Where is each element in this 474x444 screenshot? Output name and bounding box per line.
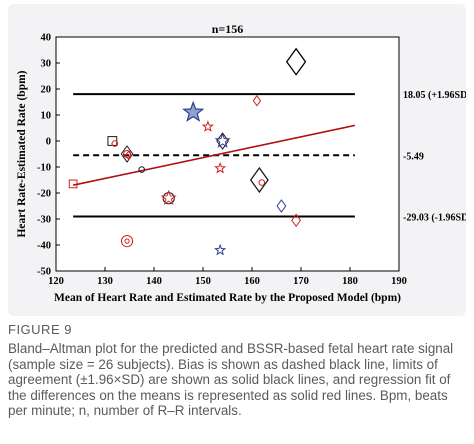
x-tick-label: 160 <box>244 276 260 287</box>
y-axis-label: Heart Rate-Estimated Rate (bpm) <box>16 70 28 237</box>
data-point-diamond <box>276 199 287 213</box>
data-point-circle <box>258 179 266 186</box>
y-tick-label: -50 <box>37 267 51 278</box>
data-point-circle <box>138 166 146 173</box>
plot-panel: 120 130 140 150 160 170 180 190 -50 -40 -30 -20 -10 0… <box>8 4 466 316</box>
data-point-diamond <box>125 150 133 161</box>
data-point-diamond <box>291 213 302 228</box>
y-tick-label: -10 <box>37 163 51 174</box>
plot-frame <box>55 36 400 272</box>
data-point-star <box>214 243 227 256</box>
figure-caption: FIGURE 9 Bland–Altman plot for the predi… <box>8 322 468 419</box>
chart-title: n=156 <box>212 22 244 36</box>
x-tick-label: 170 <box>293 276 309 287</box>
data-point-star <box>160 189 177 206</box>
reference-line-label: -5.49 <box>403 151 424 162</box>
y-tick-label: 30 <box>41 59 52 70</box>
reference-line-label: 18.05 (+1.96SD) <box>403 90 466 101</box>
x-tick-label: 120 <box>48 276 64 287</box>
x-tick-label: 130 <box>97 276 113 287</box>
data-point-diamond <box>120 145 134 163</box>
data-point-diamond <box>285 47 307 76</box>
figure-label: FIGURE 9 <box>8 322 72 337</box>
data-point-star <box>182 100 205 122</box>
plot-area <box>56 37 399 271</box>
x-axis-label: Mean of Heart Rate and Estimated Rate by… <box>54 292 401 304</box>
data-point-star <box>201 120 215 132</box>
data-point-circle <box>111 140 119 147</box>
x-tick-label: 150 <box>195 276 211 287</box>
x-tick-label: 140 <box>146 276 162 287</box>
y-tick-label: 10 <box>41 111 52 122</box>
y-tick-label: -20 <box>37 189 51 200</box>
caption-text: Bland–Altman plot for the predicted and … <box>8 341 454 419</box>
data-point-star <box>214 132 231 148</box>
regression-line <box>72 124 356 186</box>
y-tick-label: 40 <box>41 33 52 44</box>
data-point-square <box>68 179 78 189</box>
y-tick-label: -40 <box>37 241 51 252</box>
data-point-diamond <box>249 166 269 194</box>
data-point-diamond <box>252 94 262 107</box>
bland-altman-chart: 120 130 140 150 160 170 180 190 -50 -40 -30 -20 -10 0… <box>16 22 466 304</box>
y-tick-label: 20 <box>41 85 52 96</box>
data-point-star <box>214 161 227 174</box>
x-tick-label: 190 <box>391 276 407 287</box>
data-point-circle <box>124 238 130 244</box>
reference-line-label: -29.03 (-1.96SD) <box>403 212 466 223</box>
y-tick-label: 0 <box>46 137 51 148</box>
x-tick-label: 180 <box>342 276 358 287</box>
y-tick-label: -30 <box>37 215 51 226</box>
data-point-circle <box>120 235 134 248</box>
